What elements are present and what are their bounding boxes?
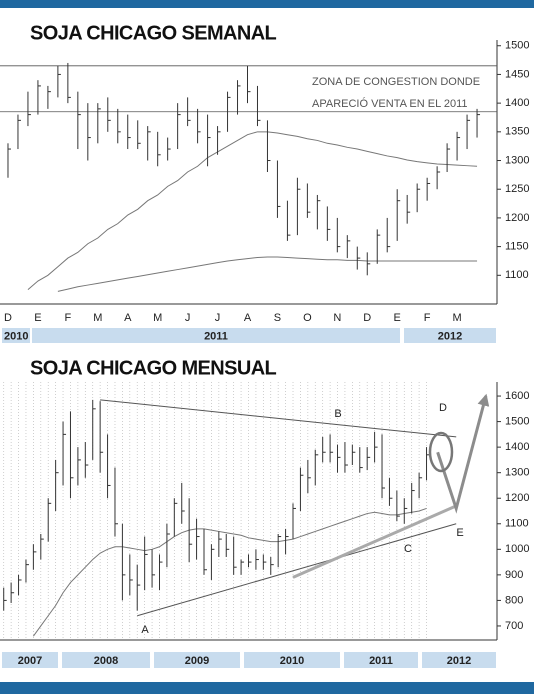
bottom-bar: [0, 682, 534, 694]
year-label: 2007: [18, 655, 42, 667]
year-band: [32, 328, 400, 343]
trendline: [137, 523, 457, 617]
y-tick-label: 1200: [505, 212, 529, 224]
year-label: 2011: [204, 330, 228, 342]
x-tick-label: E: [394, 312, 401, 324]
x-tick-label: D: [4, 312, 12, 324]
y-tick-label: 1300: [505, 154, 529, 166]
y-tick-label: 1400: [505, 441, 529, 453]
y-tick-label: 1450: [505, 68, 529, 80]
point-label: C: [404, 543, 412, 555]
x-tick-label: F: [424, 312, 431, 324]
annotation: ZONA DE CONGESTION DONDE: [312, 76, 480, 88]
moving-average: [57, 256, 478, 292]
highlight-circle: [428, 431, 454, 473]
year-band: [344, 652, 418, 668]
x-tick-label: M: [153, 312, 162, 324]
year-band: [404, 328, 496, 343]
x-tick-label: J: [185, 312, 191, 324]
x-tick-label: M: [452, 312, 461, 324]
year-label: 2008: [94, 655, 118, 667]
y-tick-label: 1200: [505, 492, 529, 504]
y-tick-label: 1500: [505, 416, 529, 428]
x-tick-label: M: [93, 312, 102, 324]
y-tick-label: 1350: [505, 126, 529, 138]
y-tick-label: 1600: [505, 390, 529, 402]
y-tick-label: 1300: [505, 467, 529, 479]
y-tick-label: 1150: [505, 241, 529, 253]
y-tick-label: 1500: [505, 40, 529, 52]
y-tick-label: 1400: [505, 97, 529, 109]
year-label: 2011: [369, 655, 393, 667]
y-tick-label: 1000: [505, 543, 529, 555]
year-label: 2012: [438, 330, 462, 342]
y-tick-label: 1100: [505, 518, 529, 530]
x-tick-label: A: [244, 312, 252, 324]
y-tick-label: 900: [505, 569, 523, 581]
year-label: 2010: [280, 655, 304, 667]
y-tick-label: 800: [505, 594, 523, 606]
year-label: 2010: [4, 330, 28, 342]
x-tick-label: N: [333, 312, 341, 324]
x-tick-label: A: [124, 312, 132, 324]
chart-title: SOJA CHICAGO SEMANAL: [30, 22, 277, 44]
year-label: 2012: [447, 655, 471, 667]
year-band: [2, 328, 30, 343]
year-band: [244, 652, 340, 668]
x-tick-label: E: [34, 312, 41, 324]
year-band: [2, 652, 58, 668]
x-tick-label: J: [215, 312, 221, 324]
x-tick-label: F: [64, 312, 71, 324]
point-label: B: [334, 408, 341, 420]
point-label: A: [141, 624, 149, 636]
trendline: [292, 504, 457, 579]
moving-average: [32, 507, 427, 637]
x-tick-label: S: [274, 312, 281, 324]
chart-title: SOJA CHICAGO MENSUAL: [30, 357, 277, 379]
year-label: 2009: [185, 655, 209, 667]
point-label: D: [439, 402, 447, 414]
moving-average: [27, 131, 478, 291]
year-band: [62, 652, 150, 668]
y-tick-label: 1100: [505, 269, 529, 281]
x-tick-label: D: [363, 312, 371, 324]
point-label: E: [456, 527, 463, 539]
year-band: [154, 652, 240, 668]
x-tick-label: O: [303, 312, 312, 324]
top-bar: [0, 0, 534, 8]
annotation: APARECIÓ VENTA EN EL 2011: [312, 97, 468, 110]
year-band: [422, 652, 496, 668]
y-tick-label: 1250: [505, 183, 529, 195]
trendline: [100, 399, 457, 438]
y-tick-label: 700: [505, 620, 523, 632]
